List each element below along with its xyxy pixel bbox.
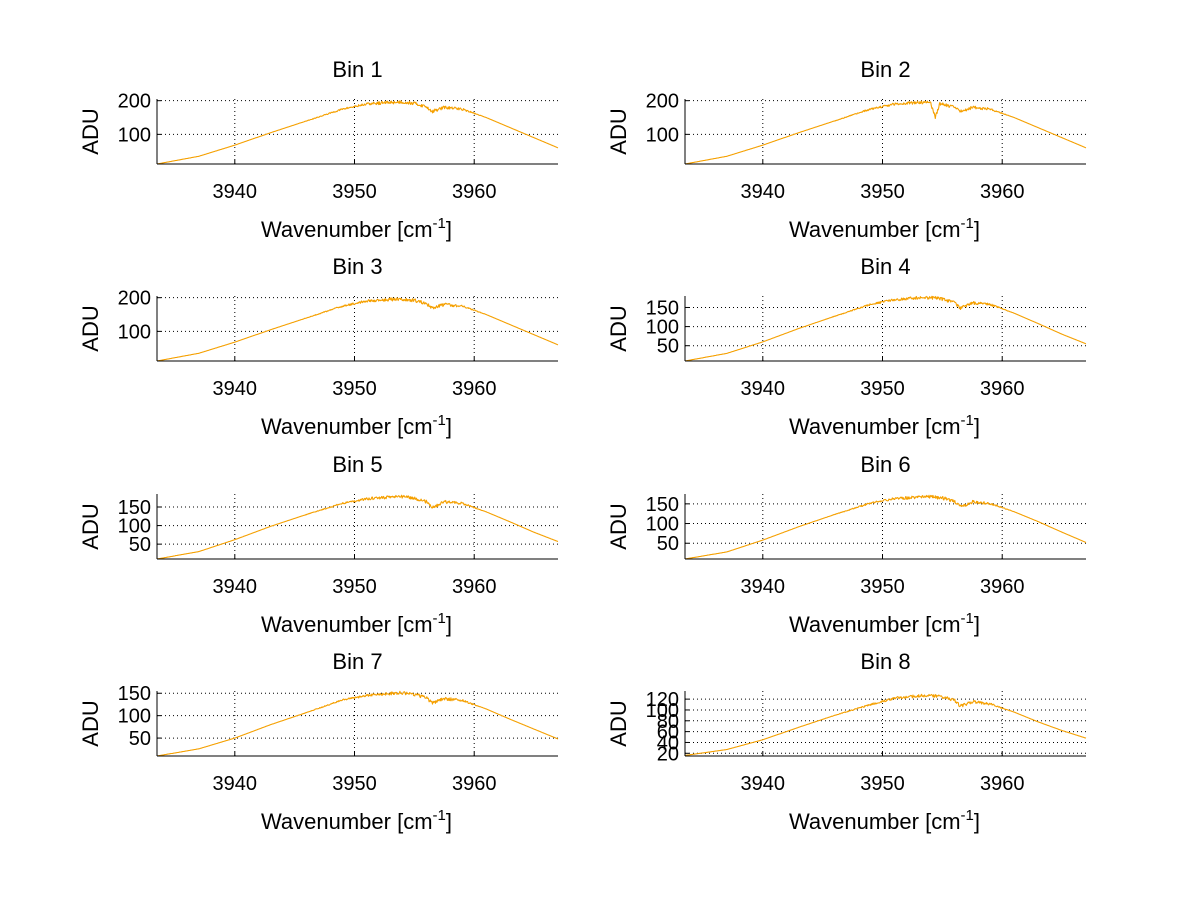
x-tick-label: 3940 xyxy=(213,181,258,203)
y-axis-label: ADU xyxy=(606,700,631,746)
x-tick-label: 3950 xyxy=(860,181,905,203)
plot-area xyxy=(685,296,1086,361)
x-tick-label: 3960 xyxy=(452,576,497,598)
y-tick-label: 50 xyxy=(657,533,679,555)
y-tick-label: 100 xyxy=(646,700,679,722)
x-axis-label: Wavenumber [cm-1] xyxy=(261,807,452,834)
series-line xyxy=(684,295,1087,362)
subplot-title: Bin 6 xyxy=(860,452,910,477)
y-tick-label: 100 xyxy=(118,706,151,728)
y-tick-label: 50 xyxy=(657,336,679,358)
plot-area xyxy=(685,99,1086,164)
y-tick-label: 100 xyxy=(646,124,679,146)
y-tick-label: 150 xyxy=(118,497,151,519)
x-axis-label: Wavenumber [cm-1] xyxy=(789,807,980,834)
x-tick-label: 3940 xyxy=(741,576,786,598)
x-axis-label: Wavenumber [cm-1] xyxy=(789,215,980,242)
x-tick-label: 3950 xyxy=(332,378,377,400)
subplot-title: Bin 2 xyxy=(860,57,910,82)
y-tick-label: 150 xyxy=(646,297,679,319)
series-line xyxy=(156,297,559,362)
y-axis-label: ADU xyxy=(78,700,103,746)
y-tick-label: 20 xyxy=(657,743,679,765)
plot-area xyxy=(685,691,1086,756)
x-tick-label: 3950 xyxy=(860,576,905,598)
x-axis-label: Wavenumber [cm-1] xyxy=(789,412,980,439)
subplot-3: 3940 3950 3960 100 200 Bin 3 ADU Wavenumber [cm… xyxy=(78,254,559,439)
y-axis-label: ADU xyxy=(78,108,103,154)
x-tick-label: 3960 xyxy=(980,773,1025,795)
series-line xyxy=(684,100,1087,165)
y-axis-label: ADU xyxy=(606,305,631,351)
x-tick-label: 3950 xyxy=(332,576,377,598)
x-tick-label: 3960 xyxy=(980,181,1025,203)
y-tick-label: 100 xyxy=(646,317,679,339)
plot-area xyxy=(157,296,558,361)
x-axis-label: Wavenumber [cm-1] xyxy=(789,610,980,637)
y-tick-label: 100 xyxy=(118,516,151,538)
subplot-title: Bin 8 xyxy=(860,649,910,674)
series-line xyxy=(156,690,559,757)
y-tick-label: 100 xyxy=(646,514,679,536)
series-line xyxy=(156,494,559,560)
x-tick-label: 3940 xyxy=(741,378,786,400)
subplot-title: Bin 1 xyxy=(332,57,382,82)
x-axis-label: Wavenumber [cm-1] xyxy=(261,215,452,242)
subplot-title: Bin 4 xyxy=(860,254,910,279)
x-tick-label: 3940 xyxy=(213,773,258,795)
y-tick-label: 200 xyxy=(118,91,151,113)
y-axis-label: ADU xyxy=(606,503,631,549)
subplot-title: Bin 3 xyxy=(332,254,382,279)
plot-area xyxy=(685,494,1086,559)
x-tick-label: 3940 xyxy=(741,181,786,203)
x-tick-label: 3960 xyxy=(452,773,497,795)
x-tick-label: 3950 xyxy=(860,378,905,400)
y-axis-label: ADU xyxy=(78,503,103,549)
x-tick-label: 3940 xyxy=(213,576,258,598)
series-line xyxy=(156,100,559,165)
y-tick-label: 50 xyxy=(129,728,151,750)
x-tick-label: 3960 xyxy=(452,378,497,400)
y-tick-label: 100 xyxy=(118,321,151,343)
plot-area xyxy=(157,99,558,164)
subplot-title: Bin 5 xyxy=(332,452,382,477)
x-tick-label: 3960 xyxy=(980,576,1025,598)
x-tick-label: 3960 xyxy=(980,378,1025,400)
y-tick-label: 200 xyxy=(118,288,151,310)
plot-area xyxy=(157,494,558,559)
series-line xyxy=(684,693,1087,757)
y-tick-label: 40 xyxy=(657,732,679,754)
plot-area xyxy=(157,691,558,756)
subplot-2: 3940 3950 3960 100 200 Bin 2 ADU Wavenumber [cm… xyxy=(606,57,1087,242)
x-tick-label: 3960 xyxy=(452,181,497,203)
subplot-1: 3940 3950 3960 100 200 Bin 1 ADU Wavenumber [cm… xyxy=(78,57,559,242)
y-tick-label: 100 xyxy=(118,124,151,146)
y-tick-label: 60 xyxy=(657,722,679,744)
y-axis-label: ADU xyxy=(606,108,631,154)
y-tick-label: 80 xyxy=(657,711,679,733)
y-tick-label: 150 xyxy=(646,494,679,516)
x-tick-label: 3940 xyxy=(741,773,786,795)
x-axis-label: Wavenumber [cm-1] xyxy=(261,610,452,637)
y-tick-label: 200 xyxy=(646,91,679,113)
x-tick-label: 3950 xyxy=(332,773,377,795)
x-tick-label: 3950 xyxy=(860,773,905,795)
x-tick-label: 3950 xyxy=(332,181,377,203)
y-axis-label: ADU xyxy=(78,305,103,351)
y-tick-label: 120 xyxy=(646,689,679,711)
y-tick-label: 50 xyxy=(129,534,151,556)
series-line xyxy=(684,494,1087,560)
x-axis-label: Wavenumber [cm-1] xyxy=(261,412,452,439)
subplot-title: Bin 7 xyxy=(332,649,382,674)
x-tick-label: 3940 xyxy=(213,378,258,400)
y-tick-label: 150 xyxy=(118,683,151,705)
